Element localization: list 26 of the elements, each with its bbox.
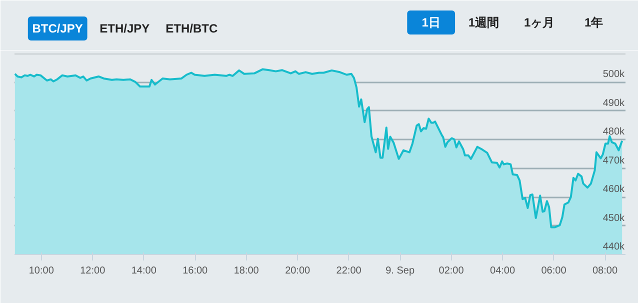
text: 1ヶ月 xyxy=(524,16,555,30)
text: 1週間 xyxy=(468,16,500,30)
x-tick-label: 18:00 xyxy=(234,266,260,276)
x-tick-label: 02:00 xyxy=(438,266,464,276)
x-tick-label: 04:00 xyxy=(490,266,516,276)
x-tick-label: 10:00 xyxy=(28,266,54,276)
x-tick-label: 16:00 xyxy=(182,266,208,276)
y-tick-label: 460k xyxy=(602,184,626,196)
text: ETH/JPY xyxy=(100,22,150,36)
y-tick-label: 440k xyxy=(602,242,626,252)
x-tick-label: 06:00 xyxy=(541,266,567,276)
y-tick-label: 450k xyxy=(602,212,626,224)
x-tick-label: 22:00 xyxy=(336,266,362,276)
x-tick-label: 12:00 xyxy=(80,266,106,276)
y-tick-label: 470k xyxy=(602,155,626,166)
x-tick-label: 14:00 xyxy=(131,266,157,276)
text: 1日 xyxy=(422,16,440,30)
text: 1年 xyxy=(584,16,604,30)
x-tick-label: 20:00 xyxy=(285,266,311,276)
text: BTC/JPY xyxy=(32,22,83,36)
y-tick-label: 500k xyxy=(602,69,626,80)
y-tick-label: 480k xyxy=(602,126,626,138)
y-tick-label: 490k xyxy=(602,98,626,109)
x-tick-label: 08:00 xyxy=(592,266,618,276)
text: ETH/BTC xyxy=(166,22,218,36)
x-tick-label: 9. Sep xyxy=(386,266,415,276)
